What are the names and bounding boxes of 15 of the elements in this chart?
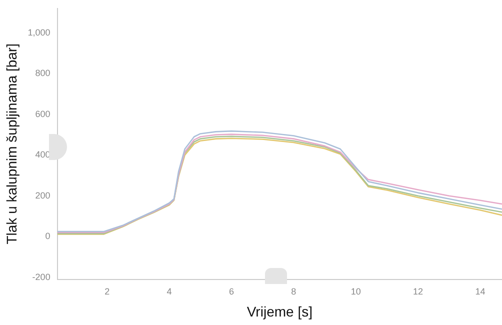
- y-tick-label: 600: [35, 108, 50, 119]
- y-tick-label: 800: [35, 68, 50, 78]
- x-tick-label: 8: [291, 286, 296, 296]
- x-tick-label: 14: [475, 286, 486, 296]
- y-axis-title: Tlak u kalupnim šupljinama [bar]: [3, 44, 20, 244]
- x-tick-label: 12: [413, 286, 424, 296]
- y-tick-label: 0: [45, 231, 50, 242]
- y-tick-label: 200: [35, 190, 50, 200]
- y-tick-label: -200: [32, 272, 50, 282]
- x-tick-label: 10: [350, 286, 361, 296]
- x-tick-label: 6: [228, 286, 234, 296]
- x-tick-label: 4: [166, 286, 172, 296]
- y-tick-label: 1,000: [28, 27, 50, 38]
- x-tick-label: 2: [104, 286, 110, 296]
- x-axis-title: Vrijeme [s]: [246, 303, 312, 320]
